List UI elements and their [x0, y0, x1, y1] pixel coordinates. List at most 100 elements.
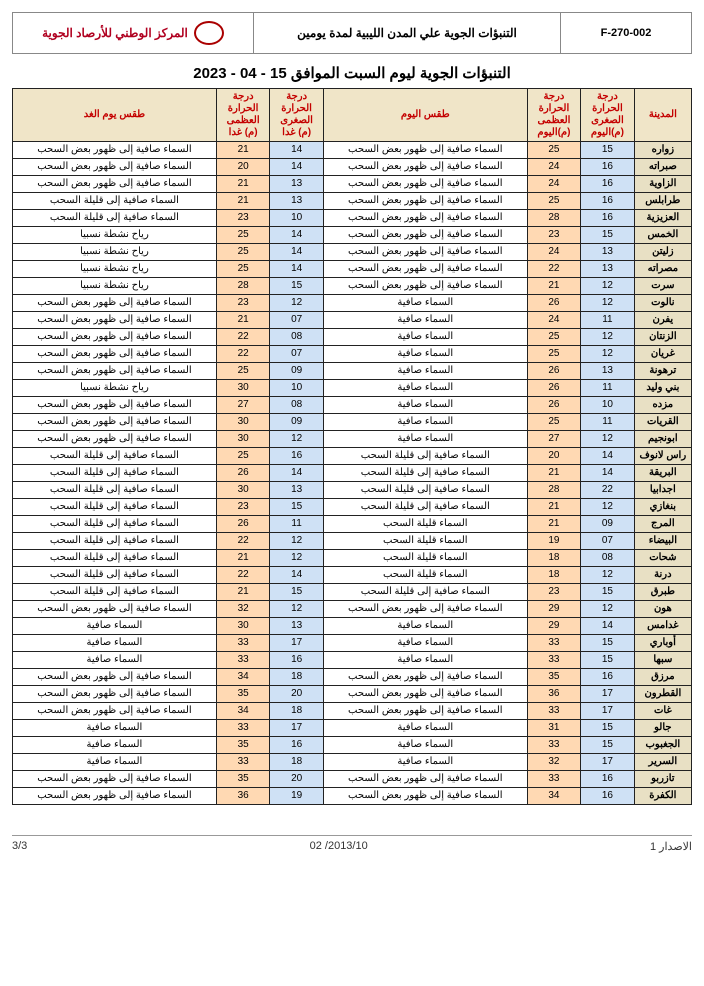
- cell-wx-tmrw: السماء صافية إلى ظهور بعض السحب: [13, 686, 217, 703]
- cell-max-today: 29: [527, 601, 581, 618]
- cell-max-tmrw: 25: [216, 244, 270, 261]
- cell-wx-today: السماء صافية: [323, 635, 527, 652]
- table-row: العزيزية1628السماء صافية إلى ظهور بعض ال…: [13, 210, 692, 227]
- cell-city: أوباري: [634, 635, 691, 652]
- cell-city: تازربو: [634, 771, 691, 788]
- cell-min-tmrw: 12: [270, 550, 324, 567]
- cell-min-today: 08: [581, 550, 635, 567]
- cell-max-today: 24: [527, 312, 581, 329]
- th-city: المدينة: [634, 89, 691, 142]
- table-row: طبرق1523السماء صافية إلى قليلة السحب1521…: [13, 584, 692, 601]
- cell-min-tmrw: 16: [270, 737, 324, 754]
- cell-min-tmrw: 14: [270, 142, 324, 159]
- table-row: اجدابيا2228السماء صافية إلى قليلة السحب1…: [13, 482, 692, 499]
- cell-city: طرابلس: [634, 193, 691, 210]
- cell-max-tmrw: 34: [216, 669, 270, 686]
- cell-min-tmrw: 16: [270, 652, 324, 669]
- cell-wx-today: السماء صافية: [323, 652, 527, 669]
- table-header-row: المدينة درجة الحرارة الصغرى (م)اليوم درج…: [13, 89, 692, 142]
- cell-min-tmrw: 15: [270, 584, 324, 601]
- cell-city: شحات: [634, 550, 691, 567]
- cell-max-tmrw: 27: [216, 397, 270, 414]
- cell-wx-today: السماء صافية إلى ظهور بعض السحب: [323, 210, 527, 227]
- cell-max-today: 29: [527, 618, 581, 635]
- table-row: سبها1533السماء صافية1633السماء صافية: [13, 652, 692, 669]
- cell-max-today: 18: [527, 550, 581, 567]
- cell-wx-today: السماء قليلة السحب: [323, 550, 527, 567]
- cell-min-today: 15: [581, 142, 635, 159]
- cell-wx-today: السماء صافية: [323, 414, 527, 431]
- table-row: راس لانوف1420السماء صافية إلى قليلة السح…: [13, 448, 692, 465]
- cell-wx-tmrw: السماء صافية إلى ظهور بعض السحب: [13, 176, 217, 193]
- table-row: غريان1225السماء صافية0722السماء صافية إل…: [13, 346, 692, 363]
- cell-max-today: 31: [527, 720, 581, 737]
- cell-wx-today: السماء صافية: [323, 720, 527, 737]
- cell-wx-tmrw: السماء صافية إلى قليلة السحب: [13, 448, 217, 465]
- cell-wx-tmrw: رياح نشطة نسبيا: [13, 261, 217, 278]
- cell-wx-today: السماء صافية إلى ظهور بعض السحب: [323, 176, 527, 193]
- cell-min-today: 12: [581, 278, 635, 295]
- cell-min-today: 12: [581, 346, 635, 363]
- cell-max-tmrw: 30: [216, 414, 270, 431]
- cell-wx-tmrw: السماء صافية إلى ظهور بعض السحب: [13, 414, 217, 431]
- cell-min-tmrw: 12: [270, 601, 324, 618]
- cell-wx-tmrw: السماء صافية إلى ظهور بعض السحب: [13, 669, 217, 686]
- cell-wx-tmrw: السماء صافية: [13, 652, 217, 669]
- cell-max-today: 24: [527, 244, 581, 261]
- cell-max-tmrw: 25: [216, 261, 270, 278]
- cell-city: يفرن: [634, 312, 691, 329]
- doc-title: التنبؤات الجوية علي المدن الليبية لمدة ي…: [253, 13, 560, 53]
- cell-min-today: 15: [581, 635, 635, 652]
- cell-max-today: 28: [527, 482, 581, 499]
- cell-wx-tmrw: السماء صافية: [13, 635, 217, 652]
- footer-page: 3/3: [12, 840, 27, 853]
- cell-max-tmrw: 23: [216, 295, 270, 312]
- cell-wx-tmrw: رياح نشطة نسبيا: [13, 227, 217, 244]
- cell-min-tmrw: 20: [270, 771, 324, 788]
- th-max-today: درجة الحرارة العظمى (م)اليوم: [527, 89, 581, 142]
- cell-max-tmrw: 33: [216, 652, 270, 669]
- cell-max-today: 26: [527, 295, 581, 312]
- footer-date: 2013/10/ 02: [310, 840, 368, 853]
- cell-city: سرت: [634, 278, 691, 295]
- cell-max-today: 33: [527, 703, 581, 720]
- cell-max-today: 22: [527, 261, 581, 278]
- cell-max-today: 26: [527, 380, 581, 397]
- cell-min-today: 17: [581, 686, 635, 703]
- cell-wx-today: السماء صافية إلى ظهور بعض السحب: [323, 601, 527, 618]
- cell-wx-today: السماء صافية إلى ظهور بعض السحب: [323, 261, 527, 278]
- cell-max-today: 21: [527, 278, 581, 295]
- cell-wx-tmrw: السماء صافية إلى ظهور بعض السحب: [13, 295, 217, 312]
- cell-wx-today: السماء صافية: [323, 295, 527, 312]
- cell-max-tmrw: 25: [216, 363, 270, 380]
- cell-min-tmrw: 09: [270, 414, 324, 431]
- cell-min-tmrw: 09: [270, 363, 324, 380]
- cell-min-today: 15: [581, 737, 635, 754]
- cell-city: البريقة: [634, 465, 691, 482]
- table-row: القطرون1736السماء صافية إلى ظهور بعض الس…: [13, 686, 692, 703]
- cell-min-today: 13: [581, 363, 635, 380]
- form-code: F-270-002: [560, 13, 691, 53]
- cell-city: مرزق: [634, 669, 691, 686]
- cell-max-today: 18: [527, 567, 581, 584]
- cell-wx-tmrw: السماء صافية إلى قليلة السحب: [13, 533, 217, 550]
- cell-min-today: 22: [581, 482, 635, 499]
- cell-wx-tmrw: السماء صافية: [13, 754, 217, 771]
- cell-max-tmrw: 35: [216, 686, 270, 703]
- cell-max-tmrw: 34: [216, 703, 270, 720]
- cell-wx-today: السماء صافية إلى ظهور بعض السحب: [323, 159, 527, 176]
- cell-wx-tmrw: السماء صافية إلى ظهور بعض السحب: [13, 703, 217, 720]
- cell-city: طبرق: [634, 584, 691, 601]
- cell-max-tmrw: 21: [216, 142, 270, 159]
- cell-max-tmrw: 32: [216, 601, 270, 618]
- cell-city: جالو: [634, 720, 691, 737]
- cell-min-today: 15: [581, 652, 635, 669]
- cell-max-today: 24: [527, 159, 581, 176]
- cell-min-tmrw: 10: [270, 210, 324, 227]
- cell-min-today: 16: [581, 193, 635, 210]
- th-wx-tmrw: طقس يوم الغد: [13, 89, 217, 142]
- cell-max-tmrw: 30: [216, 380, 270, 397]
- cell-wx-tmrw: السماء صافية إلى قليلة السحب: [13, 567, 217, 584]
- cell-min-tmrw: 14: [270, 465, 324, 482]
- cell-wx-today: السماء صافية إلى ظهور بعض السحب: [323, 686, 527, 703]
